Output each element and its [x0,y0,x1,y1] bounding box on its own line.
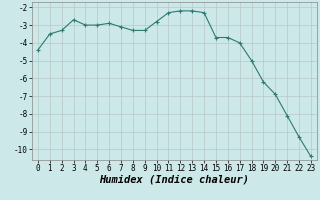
X-axis label: Humidex (Indice chaleur): Humidex (Indice chaleur) [100,175,249,185]
